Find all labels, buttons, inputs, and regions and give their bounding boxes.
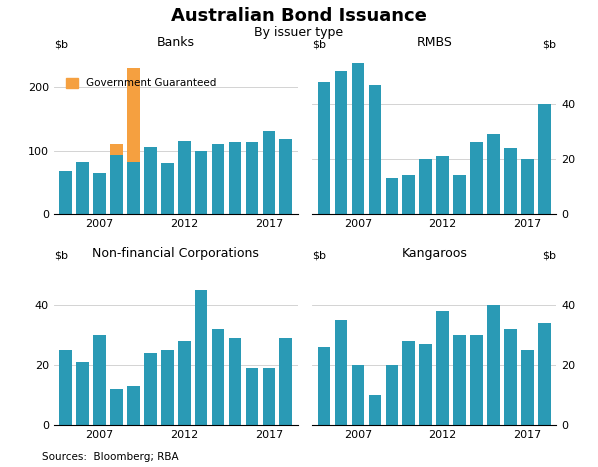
Bar xyxy=(437,156,449,214)
Bar xyxy=(279,338,292,425)
Text: Non-financial Corporations: Non-financial Corporations xyxy=(92,247,259,260)
Bar xyxy=(212,144,224,214)
Bar xyxy=(352,365,364,425)
Bar xyxy=(212,329,224,425)
Bar xyxy=(110,389,123,425)
Bar xyxy=(386,365,398,425)
Bar xyxy=(127,386,140,425)
Bar xyxy=(318,347,331,425)
Bar xyxy=(228,338,242,425)
Bar xyxy=(93,173,106,214)
Bar xyxy=(263,368,275,425)
Text: $b: $b xyxy=(542,39,556,49)
Bar xyxy=(453,176,466,214)
Bar xyxy=(110,155,123,214)
Bar xyxy=(402,341,415,425)
Bar xyxy=(504,329,517,425)
Bar xyxy=(246,368,258,425)
Bar xyxy=(127,68,140,162)
Bar xyxy=(386,178,398,214)
Text: Sources:  Bloomberg; RBA: Sources: Bloomberg; RBA xyxy=(42,453,178,462)
Bar xyxy=(318,82,331,214)
Text: $b: $b xyxy=(54,250,68,260)
Bar xyxy=(419,344,432,425)
Text: $b: $b xyxy=(54,39,68,49)
Bar xyxy=(521,350,533,425)
Bar xyxy=(487,305,500,425)
Bar xyxy=(470,142,483,214)
Bar xyxy=(246,142,258,214)
Bar xyxy=(161,163,173,214)
Bar xyxy=(59,171,72,214)
Bar xyxy=(110,143,123,155)
Bar xyxy=(178,141,191,214)
Text: $b: $b xyxy=(312,250,327,260)
Bar xyxy=(178,341,191,425)
Bar xyxy=(93,335,106,425)
Bar xyxy=(538,104,551,214)
Bar xyxy=(352,63,364,214)
Text: Australian Bond Issuance: Australian Bond Issuance xyxy=(171,7,427,25)
Bar xyxy=(368,395,382,425)
Text: By issuer type: By issuer type xyxy=(254,26,344,39)
Bar xyxy=(195,150,208,214)
Text: Banks: Banks xyxy=(157,36,195,49)
Bar xyxy=(368,85,382,214)
Text: $b: $b xyxy=(312,39,327,49)
Text: Kangaroos: Kangaroos xyxy=(401,247,467,260)
Bar xyxy=(538,323,551,425)
Bar xyxy=(504,148,517,214)
Bar xyxy=(279,139,292,214)
Bar xyxy=(402,176,415,214)
Bar xyxy=(77,162,89,214)
Bar xyxy=(59,350,72,425)
Bar xyxy=(77,362,89,425)
Bar xyxy=(144,147,157,214)
Legend: Government Guaranteed: Government Guaranteed xyxy=(62,74,221,92)
Bar xyxy=(127,162,140,214)
Bar xyxy=(161,350,173,425)
Bar xyxy=(470,335,483,425)
Text: RMBS: RMBS xyxy=(416,36,452,49)
Bar xyxy=(335,71,347,214)
Bar xyxy=(453,335,466,425)
Text: $b: $b xyxy=(542,250,556,260)
Bar xyxy=(228,142,242,214)
Bar xyxy=(195,290,208,425)
Bar xyxy=(263,132,275,214)
Bar xyxy=(144,353,157,425)
Bar xyxy=(335,320,347,425)
Bar xyxy=(437,311,449,425)
Bar xyxy=(521,159,533,214)
Bar xyxy=(487,134,500,214)
Bar xyxy=(419,159,432,214)
